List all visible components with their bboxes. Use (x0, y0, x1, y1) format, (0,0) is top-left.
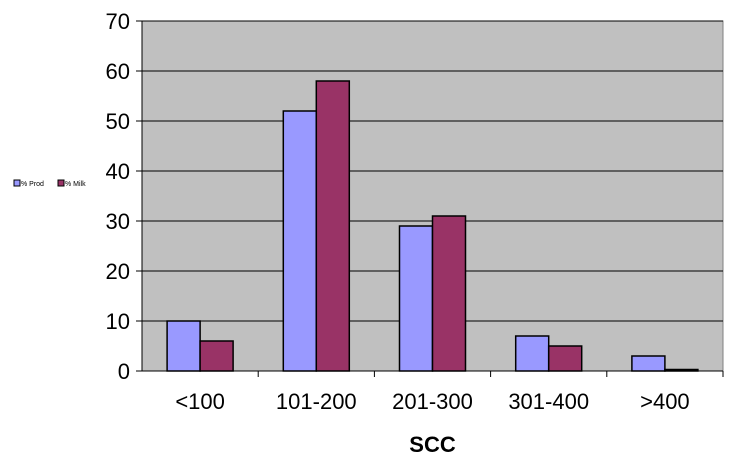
y-tick-labels: 0 10 20 30 40 50 60 70 (106, 9, 130, 384)
x-tick-labels: <100 101-200 201-300 301-400 >400 (175, 389, 689, 414)
x-tick-label: 201-300 (392, 389, 473, 414)
x-tick-label: 301-400 (508, 389, 589, 414)
y-tick-label: 20 (106, 259, 130, 284)
legend-label: % Prod (21, 181, 44, 188)
gridlines (142, 20, 723, 322)
legend-swatch (57, 179, 65, 187)
bar-milk (315, 80, 351, 372)
x-axis-title: SCC (409, 432, 456, 457)
bar-prod (631, 355, 666, 372)
x-tick-label: 101-200 (276, 389, 357, 414)
legend: % Prod % Milk (13, 179, 86, 188)
bar-milk (199, 340, 234, 372)
bar-milk (547, 345, 583, 372)
y-tick-label: 60 (106, 59, 130, 84)
y-tick-label: 10 (106, 309, 130, 334)
bars (166, 80, 699, 372)
bar-prod (398, 225, 434, 372)
bar-prod (514, 335, 550, 372)
axes (136, 20, 724, 377)
y-tick-label: 30 (106, 209, 130, 234)
bar-prod (166, 320, 201, 372)
x-tick-label: >400 (640, 389, 690, 414)
legend-swatch (13, 179, 21, 187)
bar-milk (431, 215, 467, 372)
y-tick-label: 70 (106, 9, 130, 34)
bar-prod (282, 110, 318, 372)
y-tick-label: 40 (106, 159, 130, 184)
x-tick-label: <100 (175, 389, 225, 414)
y-tick-label: 50 (106, 109, 130, 134)
legend-label: % Milk (65, 181, 86, 188)
y-tick-label: 0 (118, 359, 130, 384)
